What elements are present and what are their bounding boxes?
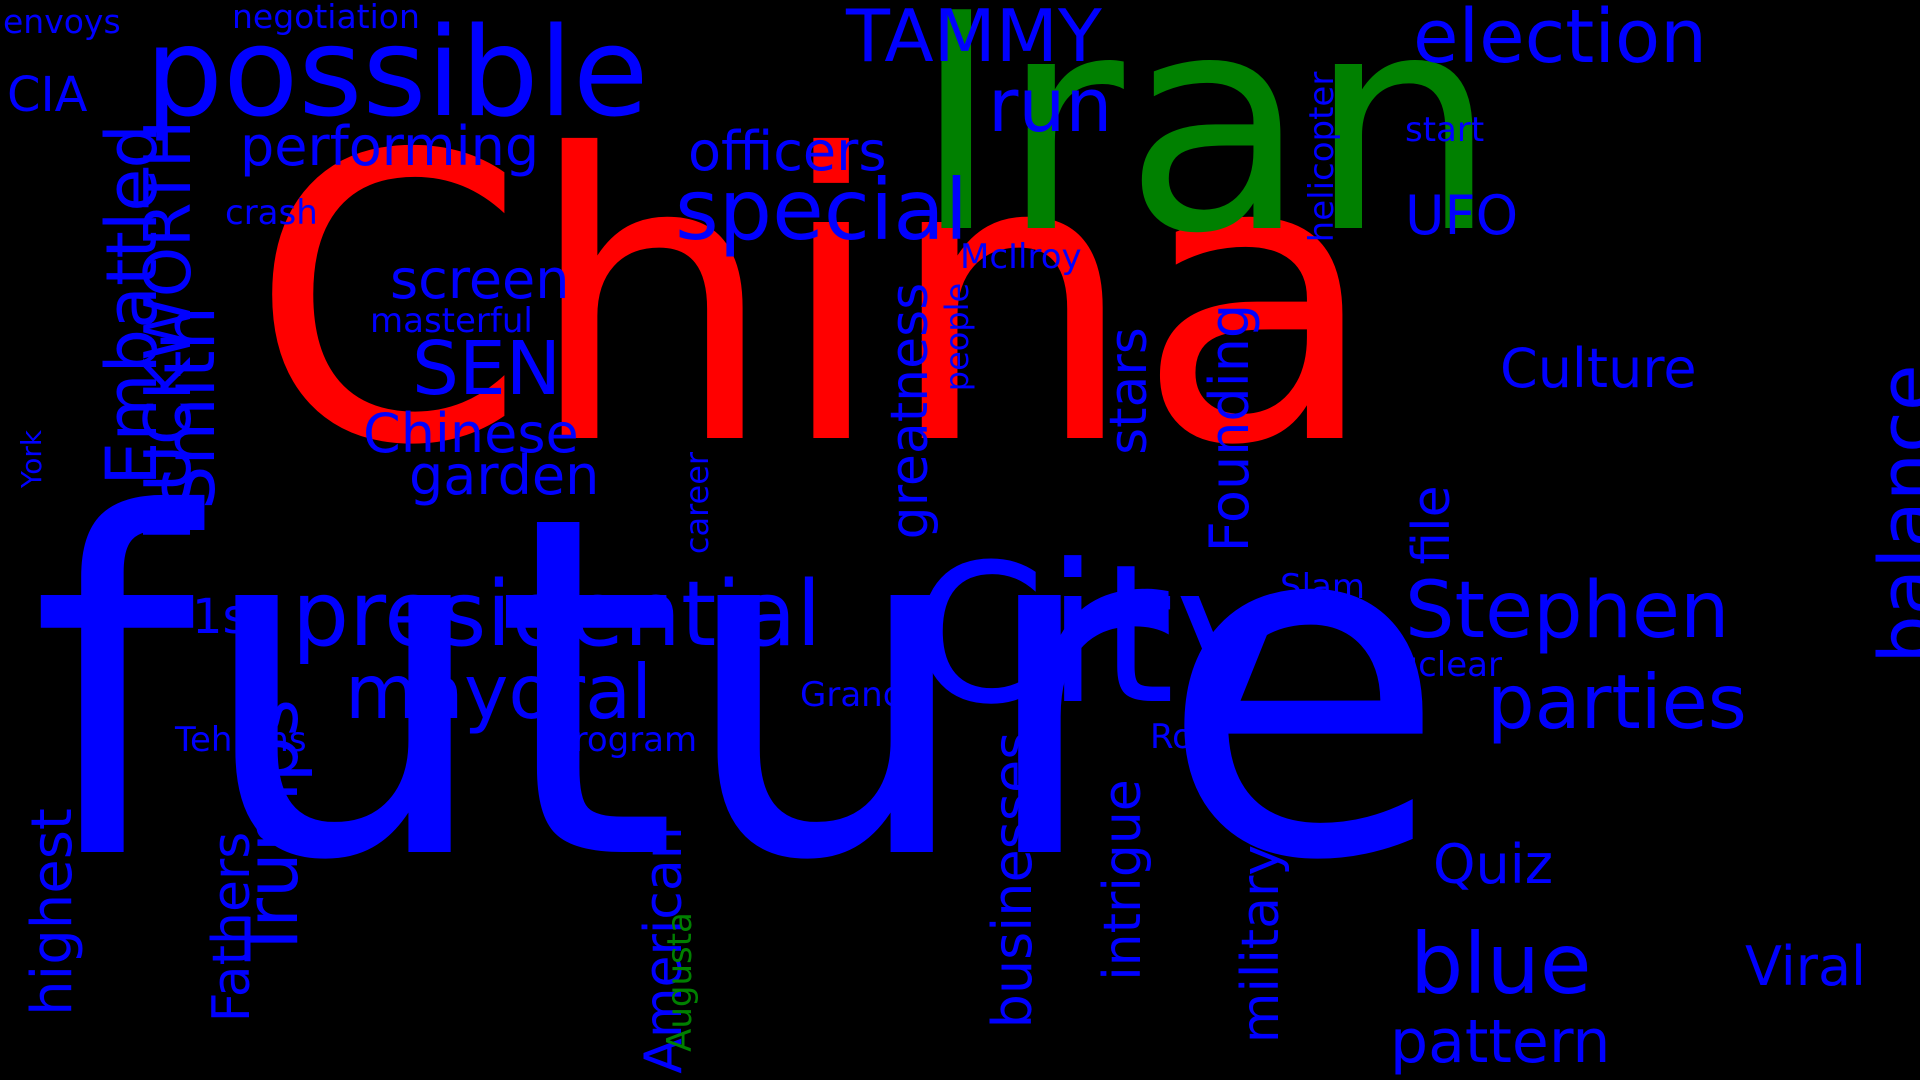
word-viral: Viral xyxy=(1745,935,1867,998)
word-people: people xyxy=(938,282,976,392)
word-tammy: TAMMY xyxy=(846,0,1102,78)
word-city: City xyxy=(912,524,1289,747)
word-helicopter: helicopter xyxy=(1302,71,1342,243)
word-grand: Grand xyxy=(800,675,905,715)
word-negotiation: negotiation xyxy=(232,0,420,36)
word-founding: Founding xyxy=(1198,303,1261,553)
word-york: York xyxy=(15,429,48,489)
word-career: career xyxy=(678,451,716,555)
word-tehrans: Tehrans xyxy=(175,720,307,760)
word-quiz: Quiz xyxy=(1433,833,1554,896)
word-parties: parties xyxy=(1487,658,1747,746)
word-screen: screen xyxy=(390,248,570,311)
word-mcilroy: McIlroy xyxy=(960,237,1082,277)
word-smith: Smith xyxy=(149,306,231,510)
word-masterful: masterful xyxy=(370,301,533,341)
word-augusta: Augusta xyxy=(660,912,700,1052)
word-highest: highest xyxy=(20,808,85,1016)
word-culture: Culture xyxy=(1500,337,1697,400)
word-iran: Iran xyxy=(912,0,1498,299)
word-officers: officers xyxy=(688,120,887,183)
word-slam: Slam xyxy=(1280,567,1365,607)
word-sen: SEN xyxy=(412,326,562,412)
word-stephen: Stephen xyxy=(1405,566,1730,656)
word-cia: CIA xyxy=(7,67,88,123)
word-rory: Rory xyxy=(1150,717,1227,757)
word-possible: possible xyxy=(145,2,649,145)
word-program: program xyxy=(552,720,698,760)
word-crash: crash xyxy=(225,193,318,233)
word-election: election xyxy=(1413,0,1708,80)
word-chinese: Chinese xyxy=(363,402,579,465)
word-garden: garden xyxy=(409,444,600,507)
word-intrigue: intrigue xyxy=(1093,779,1153,981)
word-businesses: businesses xyxy=(981,731,1044,1029)
word-blue: blue xyxy=(1410,915,1592,1013)
word-run: run xyxy=(988,63,1113,149)
word-start: start xyxy=(1405,110,1485,150)
word-performing: performing xyxy=(240,115,540,178)
word-file: file xyxy=(1402,485,1462,565)
word-future: future xyxy=(30,416,1448,963)
word-china: China xyxy=(250,72,1379,532)
word-greatness: greatness xyxy=(880,282,940,540)
word-presidential: presidential xyxy=(292,562,822,667)
word-ufo: UFO xyxy=(1405,184,1519,247)
word-stars: stars xyxy=(1099,327,1159,455)
word-envoys: envoys xyxy=(3,2,121,41)
word-military: military xyxy=(1231,844,1291,1044)
word-special: special xyxy=(675,161,969,259)
word-1st: 1st xyxy=(192,589,267,645)
word-balance: balance xyxy=(1862,364,1920,664)
word-pattern: pattern xyxy=(1390,1007,1611,1077)
word-mayoral: mayoral xyxy=(345,648,652,736)
word-nuclear: nuclear xyxy=(1375,645,1502,685)
word-fathers: Fathers xyxy=(202,831,262,1023)
